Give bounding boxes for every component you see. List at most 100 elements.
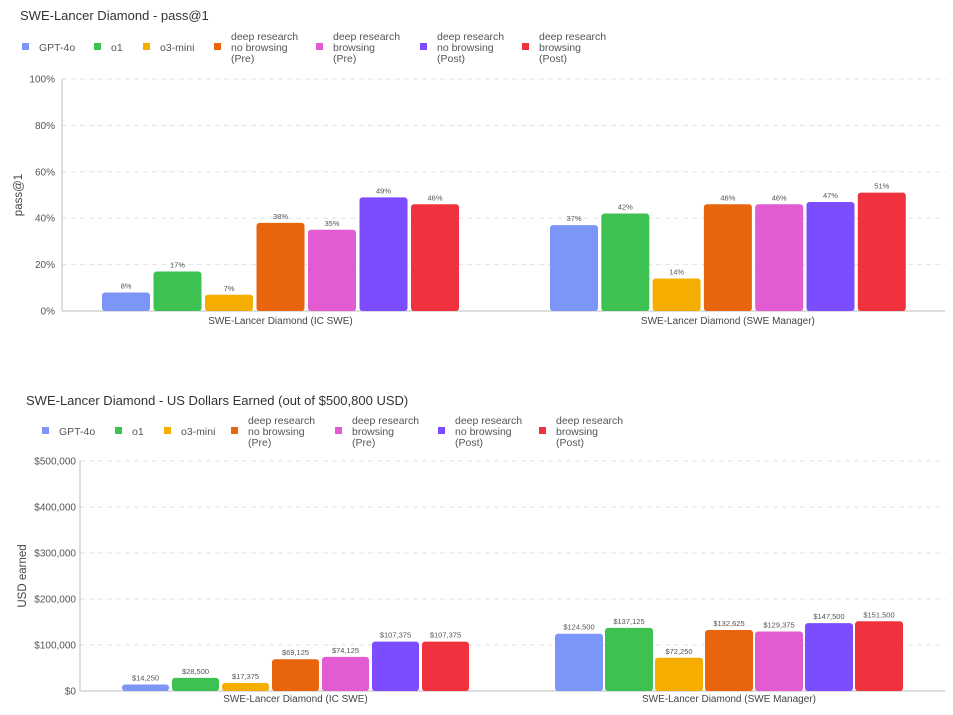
y-axis-label: USD earned [17,544,29,607]
y-tick-label: 100% [29,75,55,86]
y-tick-label: 80% [35,121,55,132]
legend-label: (Pre) [333,53,356,65]
data-label: 8% [121,281,132,290]
y-tick-label: 60% [35,167,55,178]
bar [601,213,650,311]
legend-item: o1 [94,42,123,54]
bar [153,271,202,311]
legend-label: o3-mini [181,426,215,438]
y-tick-label: $300,000 [34,549,76,560]
data-label: $69,125 [282,648,309,657]
bar [550,225,598,311]
legend-item: o3-mini [164,426,215,438]
y-tick-label: 20% [35,260,55,271]
legend-label: browsing [333,42,375,54]
legend-swatch [420,43,427,50]
legend-item: o3-mini [143,42,194,54]
bar [172,677,219,691]
legend-swatch [335,427,342,434]
legend-label: (Pre) [231,53,254,65]
data-label: $129,375 [763,620,794,629]
data-label: 51% [874,182,889,191]
legend-label: (Post) [539,53,567,65]
legend-label: o3-mini [160,42,194,54]
y-ticks: 0% 20% 40% 60% 80% 100% [29,75,55,318]
data-label: $17,375 [232,672,259,681]
bar [605,627,653,691]
legend-label: (Post) [437,53,465,65]
bar [205,294,253,311]
legend-swatch [22,43,29,50]
data-label: 47% [823,191,838,200]
x-category-label: SWE-Lancer Diamond (IC SWE) [223,694,367,705]
legend-label: browsing [352,426,394,438]
data-labels: 8% 17% 7% 38% 35% 49% 46% 37% 42% 14% 46% 46% 47% 51% [121,182,890,293]
legend-swatch [214,43,221,50]
legend-item: GPT-4o [42,426,95,438]
x-category-label: SWE-Lancer Diamond (SWE Manager) [641,316,815,327]
category-labels: SWE-Lancer Diamond (IC SWE) SWE-Lancer Di… [223,694,816,705]
y-tick-label: $500,000 [34,457,76,468]
gridlines [61,78,945,312]
usd-earned-chart: SWE-Lancer Diamond - US Dollars Earned (… [17,393,945,705]
bar [422,641,469,691]
legend-label: (Post) [455,437,483,449]
data-label: $72,250 [665,647,692,656]
bar [705,629,753,691]
data-label: 35% [324,219,339,228]
bar [256,222,305,311]
pass-at-1-chart: SWE-Lancer Diamond - pass@1 GPT-4o o1 o3-m… [13,8,945,327]
data-label: $74,125 [332,646,359,655]
bar [359,197,408,311]
data-label: $137,125 [613,617,644,626]
legend-label: deep research [333,31,400,43]
bar [755,631,803,691]
legend-swatch [42,427,49,434]
data-labels: $14,250 $28,500 $17,375 $69,125 $74,125 $107,… [132,610,895,682]
legend-swatch [438,427,445,434]
bar [411,204,459,311]
legend-label: (Pre) [352,437,375,449]
legend-swatch [522,43,529,50]
data-label: $124,500 [563,623,594,632]
y-ticks: $0 $100,000 $200,000 $300,000 $400,000 $500,0… [34,457,76,698]
legend-swatch [143,43,150,50]
data-label: 42% [618,203,633,212]
legend-label: no browsing [248,426,305,438]
bar [806,201,855,311]
data-label: $147,500 [813,612,844,621]
bar [855,621,903,691]
bar [122,684,169,691]
data-label: $107,375 [430,631,461,640]
bar [805,623,853,691]
legend-label: browsing [556,426,598,438]
data-label: $107,375 [380,631,411,640]
y-axis-label: pass@1 [13,174,25,216]
data-label: 46% [772,193,787,202]
data-label: $28,500 [182,667,209,676]
legend-label: deep research [437,31,504,43]
bar [102,292,150,311]
data-label: 46% [720,193,735,202]
data-label: 46% [427,193,442,202]
y-tick-label: $100,000 [34,641,76,652]
legend-label: deep research [352,415,419,427]
data-label: 17% [170,261,185,270]
data-label: 7% [224,284,235,293]
bar [655,657,703,691]
bar [322,656,369,691]
bar [555,633,603,691]
y-tick-label: $0 [65,687,77,698]
legend-label: browsing [539,42,581,54]
legend-label: no browsing [231,42,288,54]
data-label: 37% [566,214,581,223]
